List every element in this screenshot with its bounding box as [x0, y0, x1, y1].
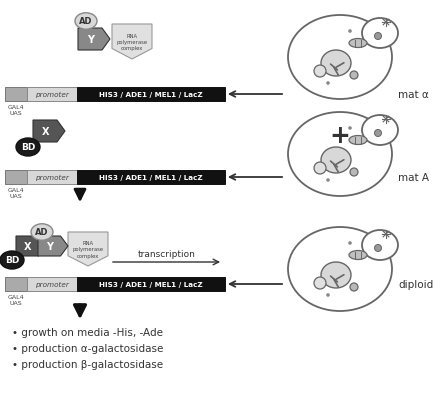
Text: • production α-galactosidase: • production α-galactosidase [12, 343, 163, 353]
Text: GAL4
UAS: GAL4 UAS [8, 294, 24, 305]
Circle shape [314, 163, 326, 175]
Bar [5, 171, 27, 184]
Text: BD: BD [21, 143, 35, 152]
Text: HIS3 / ADE1 / MEL1 / LacZ: HIS3 / ADE1 / MEL1 / LacZ [99, 92, 203, 98]
Ellipse shape [349, 136, 367, 145]
Polygon shape [78, 29, 110, 51]
Ellipse shape [288, 227, 392, 311]
Text: Y: Y [87, 35, 93, 45]
Text: mat A: mat A [398, 173, 429, 182]
Text: Y: Y [46, 241, 53, 252]
Text: GAL4
UAS: GAL4 UAS [8, 105, 24, 115]
Ellipse shape [288, 16, 392, 100]
Bar [77, 277, 225, 291]
Ellipse shape [349, 251, 367, 260]
Text: • production β-galactosidase: • production β-galactosidase [12, 359, 163, 369]
Ellipse shape [362, 230, 398, 261]
Circle shape [314, 277, 326, 289]
Text: mat α: mat α [398, 90, 429, 100]
Text: promoter: promoter [35, 92, 69, 98]
Circle shape [326, 294, 330, 297]
Text: promoter: promoter [35, 175, 69, 181]
Text: diploid: diploid [398, 279, 433, 289]
Bar [77, 88, 225, 102]
Text: GAL4
UAS: GAL4 UAS [8, 188, 24, 198]
Text: X: X [41, 127, 49, 137]
Polygon shape [68, 232, 108, 266]
Bar [27, 171, 77, 184]
Ellipse shape [16, 139, 40, 157]
Polygon shape [38, 236, 68, 256]
Ellipse shape [321, 51, 351, 77]
Polygon shape [33, 121, 65, 143]
Circle shape [350, 72, 358, 80]
Circle shape [348, 30, 352, 34]
Text: transcription: transcription [138, 249, 195, 258]
Text: AD: AD [35, 228, 49, 237]
Text: X: X [24, 241, 31, 252]
Ellipse shape [362, 116, 398, 146]
Text: HIS3 / ADE1 / MEL1 / LacZ: HIS3 / ADE1 / MEL1 / LacZ [99, 281, 203, 287]
Bar [5, 88, 27, 102]
Text: RNA
polymerase
complex: RNA polymerase complex [117, 34, 148, 51]
Circle shape [326, 82, 330, 85]
Ellipse shape [362, 19, 398, 49]
Circle shape [314, 66, 326, 78]
Text: +: + [330, 124, 351, 148]
Polygon shape [112, 25, 152, 60]
Circle shape [348, 242, 352, 245]
Circle shape [348, 127, 352, 130]
Circle shape [326, 179, 330, 182]
Circle shape [375, 245, 381, 252]
Circle shape [375, 130, 381, 137]
Bar [5, 277, 27, 291]
Ellipse shape [288, 113, 392, 196]
Text: BD: BD [5, 256, 19, 265]
Text: • growth on media -His, -Ade: • growth on media -His, -Ade [12, 327, 163, 337]
Polygon shape [16, 236, 46, 256]
Ellipse shape [31, 224, 53, 240]
Ellipse shape [75, 14, 97, 30]
Ellipse shape [321, 148, 351, 173]
Text: AD: AD [79, 18, 93, 27]
Bar [27, 88, 77, 102]
Ellipse shape [0, 252, 24, 270]
Circle shape [375, 34, 381, 40]
Bar [27, 277, 77, 291]
Ellipse shape [349, 39, 367, 48]
Text: promoter: promoter [35, 281, 69, 288]
Ellipse shape [321, 262, 351, 288]
Circle shape [350, 169, 358, 177]
Text: RNA
polymerase
complex: RNA polymerase complex [73, 241, 104, 258]
Text: HIS3 / ADE1 / MEL1 / LacZ: HIS3 / ADE1 / MEL1 / LacZ [99, 175, 203, 180]
Bar [77, 171, 225, 184]
Circle shape [350, 283, 358, 291]
